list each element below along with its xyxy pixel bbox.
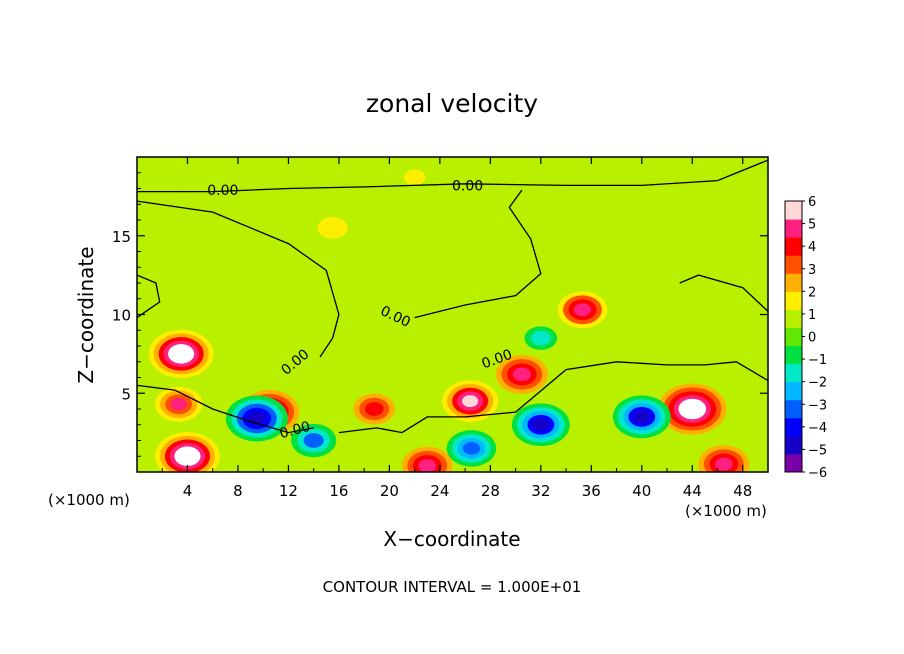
- colorbar-tick-label: 2: [808, 285, 816, 300]
- colorbar-tick-label: −3: [808, 398, 827, 413]
- zero-contour-line: [137, 159, 768, 193]
- colorbar-tick-label: −5: [808, 443, 827, 458]
- colorbar-cell: [785, 327, 802, 347]
- plot-area: 0.00 0.000.000.00 0.000.00 4 8 12 16 20 24 28 32 3…: [112, 156, 769, 500]
- colorbar-cell: [785, 219, 802, 238]
- x-tick-label: 28: [481, 482, 500, 500]
- colorbar-cell: [785, 363, 802, 383]
- field-blob: [317, 217, 348, 239]
- field-blob: [303, 433, 324, 448]
- y-tick-label: 15: [112, 228, 131, 246]
- colorbar-cell: [785, 255, 802, 274]
- field-blob: [573, 303, 592, 317]
- field-blob: [170, 398, 187, 411]
- colorbar-tick-label: 0: [808, 331, 816, 346]
- colorbar-cell: [785, 273, 802, 292]
- zero-contour-line: [137, 274, 161, 319]
- colorbar-tick-label: 6: [808, 195, 816, 210]
- x-tick-label: 44: [683, 482, 702, 500]
- field-blob-peak: [168, 344, 195, 364]
- field-blob: [714, 457, 733, 471]
- colorbar-cell: [785, 201, 802, 220]
- x-unit-left: (×1000 m): [48, 491, 130, 509]
- y-axis-ticks: 5 10 15: [112, 172, 768, 457]
- contour-label: 0.00: [452, 178, 483, 194]
- x-tick-label: 36: [582, 482, 601, 500]
- colorbar-tick-label: 4: [808, 240, 816, 255]
- x-tick-label: 24: [430, 482, 449, 500]
- x-tick-label: 20: [380, 482, 399, 500]
- colorbar-cell: [785, 381, 802, 401]
- colorbar-cell: [785, 291, 802, 310]
- colorbar-tick-label: 5: [808, 218, 816, 233]
- colorbar-tick-label: −4: [808, 421, 827, 436]
- colorbar-tick-label: −1: [808, 353, 827, 368]
- colorbar: 6 5 4 3 2 1 0 −1 −2 −3 −4 −5 −6: [784, 195, 827, 481]
- x-tick-label: 12: [279, 482, 298, 500]
- field-blob: [462, 442, 481, 455]
- field-blob: [462, 395, 479, 408]
- field-blob: [530, 330, 551, 346]
- y-tick-label: 10: [112, 307, 131, 325]
- x-tick-label: 32: [531, 482, 550, 500]
- chart-title: zonal velocity: [366, 89, 538, 118]
- zero-contour-line: [338, 361, 768, 434]
- zero-contour-line: [137, 200, 340, 358]
- colorbar-tick-label: −2: [808, 376, 827, 391]
- x-tick-label: 4: [183, 482, 193, 500]
- field-blob: [403, 169, 426, 186]
- x-axis-label: X−coordinate: [383, 527, 520, 551]
- field-blob: [532, 418, 550, 431]
- x-tick-label: 48: [733, 482, 752, 500]
- colorbar-cell: [785, 237, 802, 256]
- x-tick-label: 16: [329, 482, 348, 500]
- contour-label: 0.00: [207, 183, 238, 199]
- colorbar-cell: [785, 309, 802, 328]
- y-axis-label: Z−coordinate: [74, 246, 98, 383]
- colorbar-cell: [785, 399, 802, 419]
- x-tick-label: 40: [632, 482, 651, 500]
- colorbar-cell: [785, 417, 802, 437]
- zero-contour-line: [137, 384, 314, 434]
- zero-contour-line: [414, 189, 542, 319]
- x-tick-label: 8: [233, 482, 243, 500]
- contour-label: 0.00: [278, 419, 312, 443]
- field-blob: [512, 367, 532, 382]
- contour-label-text: 0.00: [207, 183, 238, 199]
- y-tick-label: 5: [121, 385, 131, 403]
- colorbar-tick-label: −6: [808, 466, 827, 481]
- velocity-field: [137, 157, 768, 472]
- field-blob: [418, 459, 437, 472]
- field-blob: [364, 402, 384, 416]
- field-blob-peak: [174, 446, 201, 466]
- x-unit-right: (×1000 m): [685, 502, 767, 520]
- colorbar-cell: [785, 435, 802, 455]
- colorbar-cell: [785, 345, 802, 365]
- colorbar-tick-label: 3: [808, 263, 816, 278]
- contour-interval-note: CONTOUR INTERVAL = 1.000E+01: [323, 578, 582, 596]
- x-axis-ticks: 4 8 12 16 20 24 28 32 36 40 44 48: [161, 157, 752, 500]
- contour-label-text: 0.00: [452, 178, 483, 194]
- colorbar-tick-label: 1: [808, 308, 816, 323]
- field-blob: [633, 410, 651, 423]
- contour-label-text: 0.00: [278, 419, 312, 443]
- colorbar-cell: [785, 453, 802, 473]
- zero-contour-line: [679, 274, 768, 312]
- field-blob-peak: [678, 398, 707, 420]
